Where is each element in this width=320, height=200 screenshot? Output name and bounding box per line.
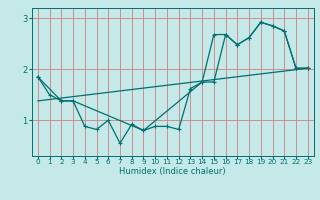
X-axis label: Humidex (Indice chaleur): Humidex (Indice chaleur): [119, 167, 226, 176]
